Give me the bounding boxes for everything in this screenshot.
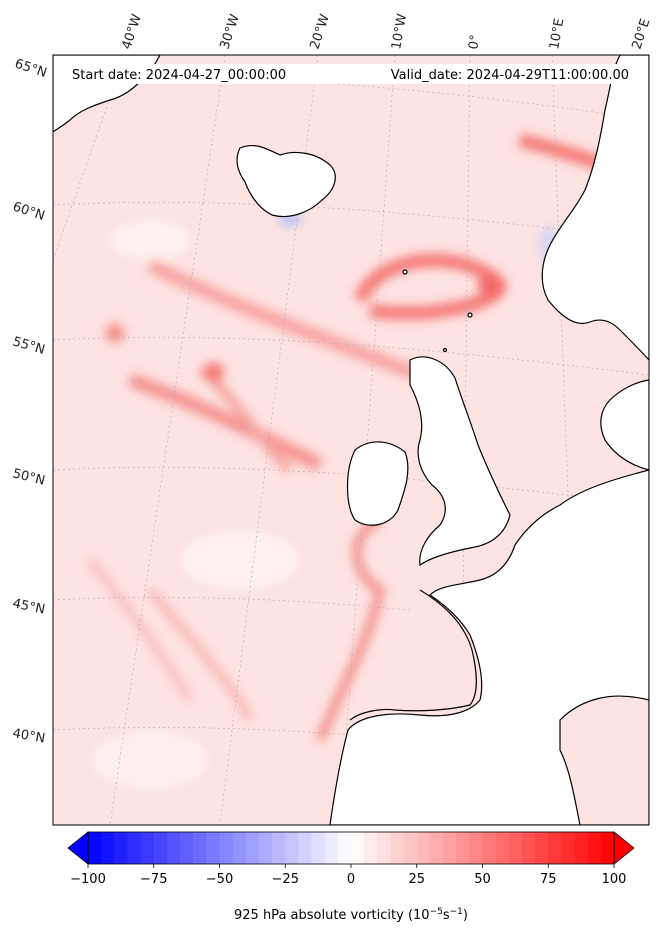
lat-label: 45°N xyxy=(11,596,46,617)
colorbar-cell xyxy=(101,832,115,864)
colorbar-cell xyxy=(482,832,497,864)
lon-label: 20°E xyxy=(630,17,654,51)
colorbar-cell xyxy=(127,832,142,864)
colorbar-cell xyxy=(469,832,483,864)
colorbar-title: 925 hPa absolute vorticity (10−5s−1) xyxy=(234,907,468,923)
ireland-landmass xyxy=(346,441,409,526)
colorbar-cell xyxy=(456,832,470,864)
start-date-label: Start date: 2024-04-27_00:00:00 xyxy=(72,68,286,83)
map-panel xyxy=(53,55,649,825)
colorbar-tick-label: 0 xyxy=(347,872,355,887)
colorbar-tick-label: −50 xyxy=(206,872,233,887)
lat-label: 65°N xyxy=(13,57,49,81)
colorbar-tick-label: −75 xyxy=(140,872,167,887)
colorbar-ticks: −100 −75 −50 −25 0 25 50 75 100 xyxy=(70,864,626,887)
colorbar-min-extension xyxy=(67,831,89,865)
longitude-labels: 40°W 30°W 20°W 10°W 0° 10°E 20°E xyxy=(120,12,654,51)
colorbar-cell xyxy=(258,832,273,864)
lat-label: 50°N xyxy=(11,466,46,488)
colorbar-max-extension xyxy=(613,831,635,865)
lon-label: 10°E xyxy=(547,17,567,50)
colorbar-cell xyxy=(311,832,326,864)
lon-label: 10°W xyxy=(389,13,410,51)
colorbar: −100 −75 −50 −25 0 25 50 75 100 925 hPa absolute… xyxy=(67,831,635,923)
colorbar-cell xyxy=(324,832,339,864)
colorbar-cell xyxy=(166,832,181,864)
colorbar-tick-label: 75 xyxy=(540,872,557,887)
colorbar-cell xyxy=(521,832,536,864)
colorbar-tick-label: 50 xyxy=(474,872,491,887)
colorbar-cell xyxy=(88,832,102,864)
map-frame xyxy=(52,54,650,826)
lon-label: 20°W xyxy=(308,12,333,51)
colorbar-tick-label: 25 xyxy=(408,872,425,887)
colorbar-cell xyxy=(403,832,418,864)
colorbar-cell xyxy=(206,832,220,864)
colorbar-cell xyxy=(351,832,365,864)
colorbar-cell xyxy=(508,832,523,864)
latitude-labels: 65°N 60°N 55°N 50°N 45°N 40°N xyxy=(11,57,49,747)
colorbar-tick-label: −25 xyxy=(272,872,299,887)
colorbar-cell xyxy=(232,832,247,864)
colorbar-cell xyxy=(495,832,510,864)
colorbar-cell xyxy=(548,832,562,864)
colorbar-cell xyxy=(574,832,589,864)
colorbar-cell xyxy=(153,832,168,864)
colorbar-tick-label: 100 xyxy=(602,872,627,887)
colorbar-tick-label: −100 xyxy=(70,872,106,887)
lat-label: 60°N xyxy=(11,200,47,224)
header-band xyxy=(62,64,638,84)
lon-label: 40°W xyxy=(120,12,145,51)
colorbar-cell xyxy=(193,832,207,864)
colorbar-cell xyxy=(535,832,549,864)
colorbar-cell xyxy=(390,832,405,864)
colorbar-cell xyxy=(272,832,286,864)
colorbar-cell xyxy=(219,832,234,864)
lon-label: 30°W xyxy=(218,12,243,51)
lat-label: 55°N xyxy=(11,334,47,357)
colorbar-cell xyxy=(429,832,444,864)
norway-landmass xyxy=(541,55,649,361)
colorbar-cell xyxy=(140,832,155,864)
colorbar-cell xyxy=(600,832,615,864)
colorbar-cell xyxy=(245,832,260,864)
colorbar-cell xyxy=(587,832,602,864)
colorbar-cell xyxy=(561,832,576,864)
colorbar-cell xyxy=(180,832,194,864)
colorbar-cell xyxy=(114,832,128,864)
britain-landmass xyxy=(409,356,511,567)
valid-date-label: Valid_date: 2024-04-29T11:00:00.00 xyxy=(391,68,629,83)
colorbar-cell xyxy=(285,832,299,864)
lon-label: 0° xyxy=(466,34,483,51)
colorbar-cell xyxy=(416,832,431,864)
iceland-landmass xyxy=(236,144,336,218)
lat-label: 40°N xyxy=(11,726,46,746)
colorbar-cell xyxy=(337,832,352,864)
colorbar-cell xyxy=(377,832,391,864)
colorbar-cell xyxy=(443,832,457,864)
colorbar-cell xyxy=(298,832,313,864)
colorbar-cells xyxy=(88,832,615,864)
colorbar-cell xyxy=(364,832,378,864)
